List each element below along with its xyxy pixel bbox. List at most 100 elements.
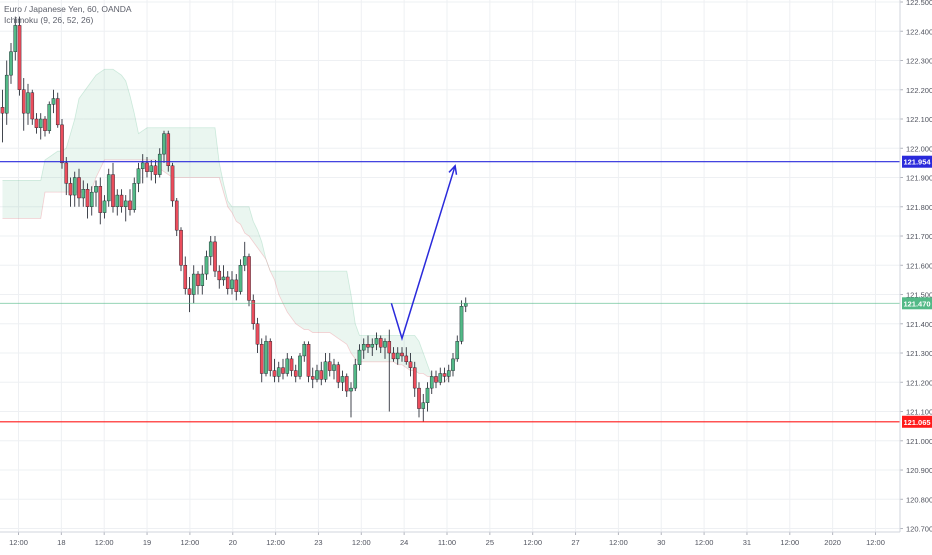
candle-body-up <box>242 256 247 266</box>
candle <box>26 83 30 125</box>
y-axis[interactable]: 122.500 122.400 122.300 122.200 122.100 122.0… <box>899 0 932 534</box>
cloud-segment-bull <box>202 127 207 178</box>
cloud-segment-bull <box>232 206 237 222</box>
last-price-label: 121.470 <box>903 299 930 308</box>
candle <box>170 162 175 207</box>
x-tick-label: 12:00 <box>609 538 628 547</box>
cloud-segment-bull <box>198 127 203 178</box>
x-axis[interactable]: 12:00 18 12:00 19 12:00 20 12:00 23 12:00 24 11:00… <box>0 531 900 547</box>
candle <box>145 157 149 178</box>
candle <box>276 361 281 383</box>
candle <box>77 168 81 207</box>
candle-body-down <box>64 162 69 184</box>
cloud-segment-bull <box>240 206 245 234</box>
candle <box>13 16 18 61</box>
candle <box>251 294 256 330</box>
y-tick-label: 121.500 <box>906 291 932 300</box>
y-tick-label: 120.900 <box>906 466 932 475</box>
candle-body-down <box>319 370 324 380</box>
candle <box>361 338 366 359</box>
y-tick-label: 121.900 <box>906 174 932 183</box>
cloud-segment-bull <box>363 335 368 362</box>
candle-body-down <box>225 276 230 289</box>
candle <box>259 338 264 383</box>
candle-body-up <box>221 276 226 281</box>
x-tick-label: 30 <box>657 538 665 547</box>
candle-body-up <box>51 98 56 105</box>
candle <box>47 101 52 134</box>
candle-body-up <box>230 279 234 289</box>
candle <box>21 78 26 131</box>
cloud-segment-bull <box>215 127 220 178</box>
x-tick-label: 23 <box>314 538 322 547</box>
x-tick-label: 27 <box>571 538 579 547</box>
candle <box>327 353 332 377</box>
candle-body-up <box>81 189 86 199</box>
candle-body-up <box>302 344 307 357</box>
candle-body-up <box>136 168 141 184</box>
candle-body-up <box>149 165 154 172</box>
candle <box>412 361 417 397</box>
candle <box>162 130 166 163</box>
candle-body-down <box>400 352 404 357</box>
price-labels: 121.954 121.470 121.065 <box>902 155 932 428</box>
cloud-segment-bull <box>351 294 356 359</box>
candle-body-down <box>310 376 315 380</box>
candle <box>89 186 94 216</box>
candle <box>9 42 13 84</box>
candle <box>340 370 345 392</box>
cloud-segment-bull <box>300 271 305 330</box>
candle <box>85 183 90 219</box>
symbol-title[interactable]: Euro / Japanese Yen, 60, OANDA <box>4 4 132 14</box>
cloud-segment-bull <box>325 271 330 333</box>
cloud-segment-bull <box>36 180 41 219</box>
candle-body-down <box>434 376 438 383</box>
senkou-span-a <box>2 68 458 383</box>
candle <box>153 159 158 184</box>
candle-body-down <box>170 165 175 202</box>
cloud-segment-bull <box>6 180 11 219</box>
candle-body-up <box>353 364 358 389</box>
x-tick-label: 11:00 <box>438 538 456 547</box>
candle <box>451 353 455 377</box>
candle-body-up <box>47 104 52 131</box>
candle-body-up <box>38 118 43 128</box>
grid <box>0 0 900 532</box>
candle-body-up <box>340 376 345 383</box>
cloud-segment-bull <box>423 353 428 377</box>
cloud-segment-bull <box>346 271 351 354</box>
cloud-segment-bull <box>308 271 313 333</box>
target-price-label-bg <box>902 155 932 168</box>
horizontal-lines <box>0 161 900 423</box>
candle-body-down <box>268 341 273 371</box>
candle <box>310 367 315 389</box>
indicator-label[interactable]: Ichimoku (9, 26, 52, 26) <box>4 15 94 25</box>
cloud-segment-bull <box>295 271 300 327</box>
candle-body-down <box>21 89 26 114</box>
cloud-segment-bull <box>223 183 228 207</box>
cloud-segment-bull <box>227 200 232 213</box>
candle <box>272 358 277 383</box>
candle <box>187 276 192 313</box>
candle <box>213 236 217 277</box>
candle <box>336 361 341 389</box>
cloud-segment-bull <box>40 159 45 219</box>
projection-line[interactable] <box>390 165 456 341</box>
cloud-segment-bull <box>100 69 105 169</box>
y-tick-label: 121.600 <box>906 261 932 270</box>
candle-body-up <box>157 153 162 175</box>
candle-body-down <box>98 186 103 213</box>
candle <box>119 189 124 213</box>
candle <box>383 338 387 359</box>
cloud-segment-bull <box>270 271 275 280</box>
candle <box>30 89 35 125</box>
candle <box>463 297 468 313</box>
cloud-segment-bull <box>79 92 84 193</box>
candle-body-up <box>374 338 379 345</box>
x-tick-label: 20 <box>229 538 237 547</box>
candle-body-up <box>463 303 468 307</box>
y-tick-label: 122.300 <box>906 57 932 66</box>
candle-body-up <box>140 162 145 169</box>
